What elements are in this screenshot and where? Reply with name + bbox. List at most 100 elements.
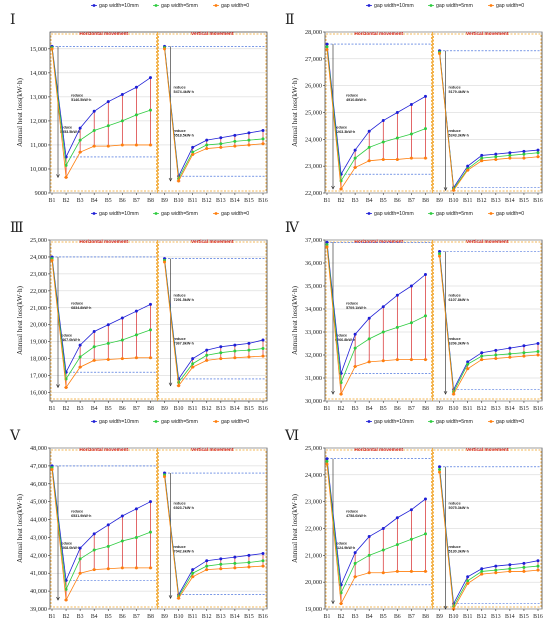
y-tick-label: 11,000 <box>30 142 47 149</box>
data-point <box>381 119 385 123</box>
data-point <box>120 119 124 123</box>
data-point <box>261 137 265 141</box>
x-tick-label: B1 <box>324 198 331 204</box>
reduce-annotation-line: 7367.8kW·h <box>174 341 195 345</box>
legend-label: gap width=5mm <box>436 3 473 9</box>
data-point <box>78 126 82 130</box>
series-line-2 <box>326 46 426 183</box>
y-tick-label: 9000 <box>35 190 47 197</box>
data-point <box>261 142 265 146</box>
series-line-3 <box>164 261 264 387</box>
data-point <box>261 559 265 563</box>
data-point <box>409 358 413 362</box>
region-label-vertical: Vertical movement <box>466 31 509 37</box>
x-tick-label: B4 <box>91 406 98 412</box>
reduce-arrowhead <box>56 174 60 179</box>
y-tick-label: 26,000 <box>305 83 322 90</box>
reduce-annotation-line: 7467.0kW·h <box>60 338 81 342</box>
x-tick-label: B16 <box>258 406 268 412</box>
series-line-3 <box>439 472 539 611</box>
x-tick-label: B8 <box>422 614 429 620</box>
legend-label: gap width=0 <box>496 3 524 9</box>
data-point <box>325 462 329 466</box>
region-horizontal-box <box>325 33 432 192</box>
region-horizontal-box <box>50 449 157 608</box>
x-tick-label: B5 <box>380 406 387 412</box>
data-point <box>367 571 371 575</box>
y-axis-label: Annual heat loss(kW·h) <box>291 285 299 355</box>
data-point <box>423 569 427 573</box>
reduce-annotation-line: 4758.6kW·h <box>346 514 367 518</box>
data-point <box>64 598 68 602</box>
y-tick-label: 19,000 <box>30 339 47 346</box>
legend-marker <box>154 212 158 215</box>
x-tick-label: B1 <box>49 198 56 204</box>
data-point <box>367 145 371 149</box>
y-tick-label: 13,000 <box>30 94 47 101</box>
x-tick-label: B2 <box>63 614 70 620</box>
data-point <box>120 357 124 361</box>
data-point <box>480 354 484 358</box>
reduce-arrowhead <box>443 605 448 610</box>
y-tick-label: 34,000 <box>305 306 322 313</box>
region-label-horizontal: Horizontal movement <box>79 447 128 453</box>
reduce-annotation: reduce 5263.3kW·h <box>335 126 356 135</box>
y-tick-label: 10,000 <box>30 166 47 173</box>
data-point <box>191 575 195 579</box>
x-tick-label: B10 <box>449 406 459 412</box>
data-point <box>395 293 399 297</box>
data-point <box>191 365 195 369</box>
x-tick-label: B13 <box>216 614 226 620</box>
data-point <box>438 254 442 258</box>
data-point <box>325 457 329 461</box>
data-point <box>452 392 456 396</box>
data-point <box>219 136 223 140</box>
x-tick-label: B2 <box>338 614 345 620</box>
series-line-1 <box>51 46 151 159</box>
data-point <box>536 559 540 563</box>
reduce-annotation: reduce 6531.9kW·h <box>71 509 92 518</box>
y-tick-label: 20,000 <box>30 322 47 329</box>
x-tick-label: B13 <box>216 198 226 204</box>
x-tick-label: B9 <box>161 406 168 412</box>
y-tick-label: 33,000 <box>305 329 322 336</box>
series-line-2 <box>439 253 539 394</box>
data-point <box>480 156 484 160</box>
reduce-annotation: reduce 7291.5kW·h <box>174 293 195 302</box>
x-tick-label: B8 <box>422 198 429 204</box>
data-point <box>522 351 526 355</box>
data-point <box>247 355 251 359</box>
x-tick-label: B3 <box>352 406 359 412</box>
reduce-annotation: reduce 5243.3kW·h <box>449 129 470 138</box>
data-point <box>233 133 237 137</box>
data-point <box>466 582 470 586</box>
x-tick-label: B10 <box>449 614 459 620</box>
reduce-annotation-line: 6266.8kW·h <box>335 338 356 342</box>
x-tick-label: B5 <box>380 198 387 204</box>
x-tick-label: B7 <box>408 406 415 412</box>
reduce-annotation-line: 5553.5kW·h <box>60 130 81 134</box>
series-line-2 <box>326 461 426 595</box>
data-point <box>78 138 82 142</box>
reduce-arrowhead <box>443 390 448 395</box>
data-point <box>148 566 152 570</box>
x-tick-label: B4 <box>91 198 98 204</box>
y-tick-label: 48,000 <box>30 445 47 452</box>
x-tick-label: B15 <box>519 614 529 620</box>
data-point <box>508 567 512 571</box>
data-point <box>50 467 54 471</box>
legend-marker <box>429 4 433 7</box>
x-tick-label: B11 <box>188 614 198 620</box>
y-tick-label: 20,000 <box>305 579 322 586</box>
data-point <box>409 321 413 325</box>
reduce-annotation-line: 7068.0kW·h <box>60 546 81 550</box>
y-tick-label: 31,000 <box>305 375 322 382</box>
x-tick-label: B1 <box>324 406 331 412</box>
data-point <box>106 124 110 128</box>
x-tick-label: B15 <box>519 406 529 412</box>
panel-label: Ⅰ <box>10 12 16 28</box>
legend-label: gap width=5mm <box>161 211 198 217</box>
legend-label: gap width=10mm <box>374 3 414 9</box>
data-point <box>508 569 512 573</box>
data-point <box>494 353 498 357</box>
